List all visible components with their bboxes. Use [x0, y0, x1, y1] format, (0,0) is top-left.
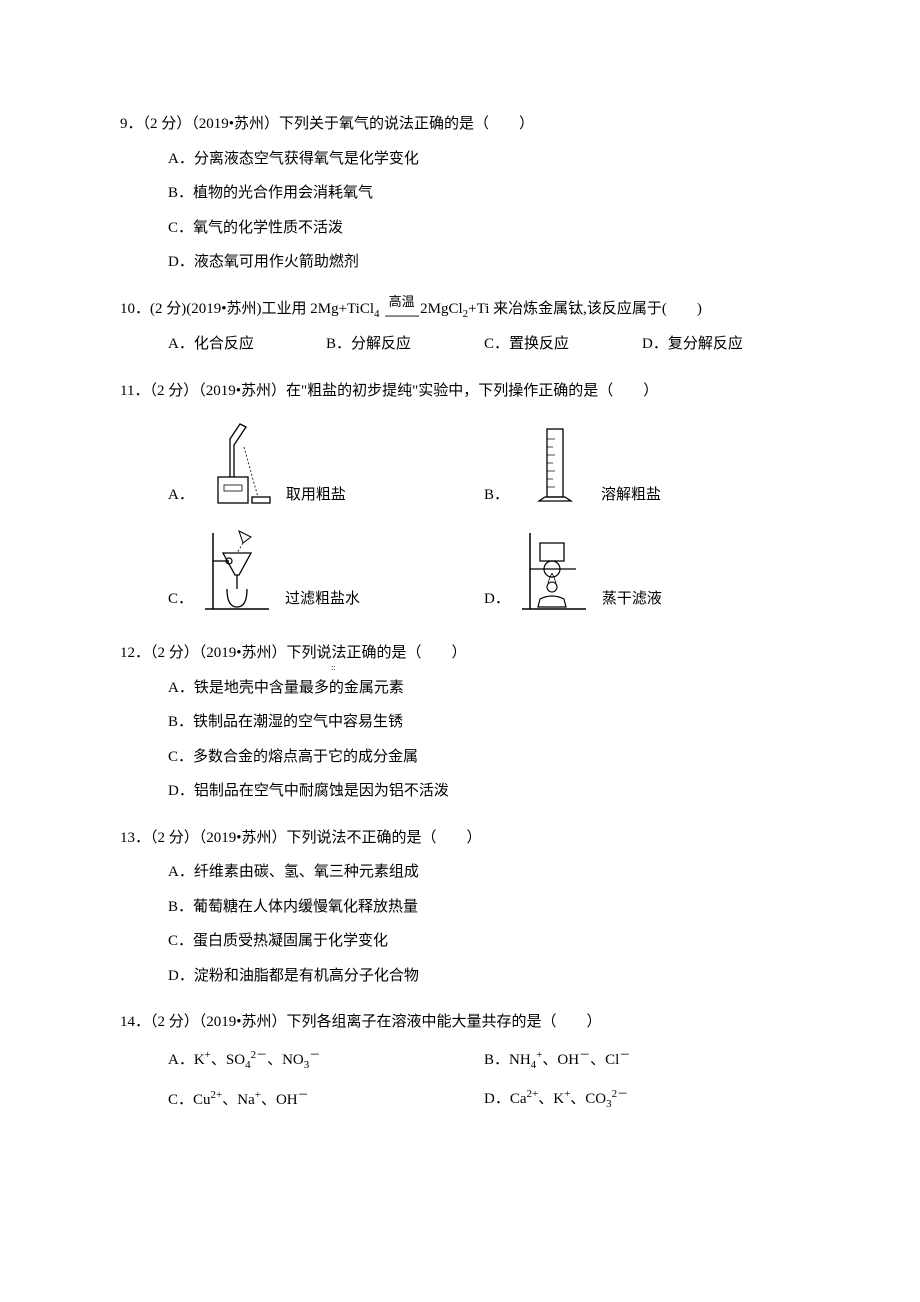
- q14-b-mid1: 、OH: [542, 1052, 579, 1068]
- evaporate-dish-icon: [516, 523, 596, 613]
- q14-c-mid2: 、OH: [261, 1092, 298, 1108]
- q13-opt-b: B．葡萄糖在人体内缓慢氧化释放热量: [168, 893, 800, 922]
- q11-options: A． 取用粗盐 B． 溶解粗盐: [120, 413, 800, 621]
- q12-stem: 12．（2 分）（2019•苏州）下列说法正确的是（ ）: [120, 639, 800, 668]
- q9-opt-a: A．分离液态空气获得氧气是化学变化: [168, 145, 800, 174]
- q14-d-sup3: 2－: [612, 1088, 629, 1100]
- q13-opt-c: C．蛋白质受热凝固属于化学变化: [168, 927, 800, 956]
- question-9: 9．（2 分）（2019•苏州）下列关于氧气的说法正确的是（ ） A．分离液态空…: [120, 110, 800, 277]
- q14-b-pre: B．NH: [484, 1052, 531, 1068]
- q9-options: A．分离液态空气获得氧气是化学变化 B．植物的光合作用会消耗氧气 C．氧气的化学…: [120, 145, 800, 277]
- q11-d-label: D．: [484, 585, 510, 614]
- q11-opt-b: B． 溶解粗盐: [484, 413, 800, 509]
- question-12: 12．（2 分）（2019•苏州）下列说法正确的是（ ） A．铁是地壳中含量最多…: [120, 639, 800, 806]
- q12-opt-a: A．铁是地壳中含量最多的金属元素: [168, 674, 800, 703]
- arrow-bot: ────: [385, 309, 418, 323]
- q14-d-mid1: 、K: [538, 1091, 564, 1107]
- question-10: 10．(2 分)(2019•苏州)工业用 2Mg+TiCl4 高温 ──── 2…: [120, 295, 800, 359]
- q11-opt-c: C． 过滤粗盐水: [168, 517, 484, 613]
- q14-options: A．K+、SO42－、NO3－ B．NH4+、OH－、Cl－ C．Cu2+、Na…: [120, 1045, 800, 1123]
- q9-opt-b: B．植物的光合作用会消耗氧气: [168, 179, 800, 208]
- q10-stem-post: +Ti 来冶炼金属钛,该反应属于( ): [468, 301, 702, 317]
- q10-sub1: 4: [374, 308, 380, 320]
- question-13: 13．（2 分）（2019•苏州）下列说法不正确的是（ ） A．纤维素由碳、氢、…: [120, 824, 800, 991]
- reaction-arrow: 高温 ────: [385, 295, 418, 324]
- q11-b-label: B．: [484, 481, 509, 510]
- q13-options: A．纤维素由碳、氢、氧三种元素组成 B．葡萄糖在人体内缓慢氧化释放热量 C．蛋白…: [120, 858, 800, 990]
- q13-opt-a: A．纤维素由碳、氢、氧三种元素组成: [168, 858, 800, 887]
- page-marker: ::: [331, 660, 335, 675]
- q14-stem: 14．（2 分）（2019•苏州）下列各组离子在溶液中能大量共存的是（ ）: [120, 1008, 800, 1037]
- question-11: 11．（2 分）（2019•苏州）在"粗盐的初步提纯"实验中，下列操作正确的是（…: [120, 377, 800, 622]
- question-14: 14．（2 分）（2019•苏州）下列各组离子在溶液中能大量共存的是（ ） A．…: [120, 1008, 800, 1122]
- q14-b-sup2: －: [579, 1049, 590, 1061]
- q14-opt-c: C．Cu2+、Na+、OH－: [168, 1084, 484, 1115]
- q10-stem-pre: 10．(2 分)(2019•苏州)工业用 2Mg+TiCl: [120, 301, 374, 317]
- q14-opt-d: D．Ca2+、K+、CO32－: [484, 1084, 800, 1115]
- q9-opt-d: D．液态氧可用作火箭助燃剂: [168, 248, 800, 277]
- q14-opt-a: A．K+、SO42－、NO3－: [168, 1045, 484, 1076]
- graduated-cylinder-icon: [515, 419, 595, 509]
- q10-stem-mid: 2MgCl: [420, 301, 463, 317]
- q13-stem: 13．（2 分）（2019•苏州）下列说法不正确的是（ ）: [120, 824, 800, 853]
- q10-options: A．化合反应 B．分解反应 C．置换反应 D．复分解反应: [120, 330, 800, 359]
- q11-stem: 11．（2 分）（2019•苏州）在"粗盐的初步提纯"实验中，下列操作正确的是（…: [120, 377, 800, 406]
- q14-a-mid2: 、NO: [267, 1052, 304, 1068]
- q14-c-pre: C．Cu: [168, 1092, 211, 1108]
- q14-b-sup3: －: [619, 1049, 630, 1061]
- q14-d-pre: D．Ca: [484, 1091, 527, 1107]
- q11-c-label: C．: [168, 585, 193, 614]
- q9-opt-c: C．氧气的化学性质不活泼: [168, 214, 800, 243]
- q14-b-mid2: 、Cl: [590, 1052, 619, 1068]
- q14-d-sup1: 2+: [527, 1088, 539, 1100]
- q11-c-text: 过滤粗盐水: [285, 585, 360, 614]
- q14-a-mid1: 、SO: [211, 1052, 245, 1068]
- q9-stem: 9．（2 分）（2019•苏州）下列关于氧气的说法正确的是（ ）: [120, 110, 800, 139]
- q12-options: A．铁是地壳中含量最多的金属元素 B．铁制品在潮湿的空气中容易生锈 C．多数合金…: [120, 674, 800, 806]
- q10-opt-b: B．分解反应: [326, 330, 484, 359]
- q13-opt-d: D．淀粉和油脂都是有机高分子化合物: [168, 962, 800, 991]
- q11-b-text: 溶解粗盐: [601, 481, 661, 510]
- q11-a-text: 取用粗盐: [286, 481, 346, 510]
- q14-a-sup3: －: [309, 1049, 320, 1061]
- q11-opt-d: D． 蒸干滤液: [484, 517, 800, 613]
- q10-opt-c: C．置换反应: [484, 330, 642, 359]
- q12-opt-b: B．铁制品在潮湿的空气中容易生锈: [168, 708, 800, 737]
- q12-opt-d: D．铝制品在空气中耐腐蚀是因为铝不活泼: [168, 777, 800, 806]
- q12-opt-c: C．多数合金的熔点高于它的成分金属: [168, 743, 800, 772]
- q14-c-mid1: 、Na: [222, 1092, 255, 1108]
- q10-opt-d: D．复分解反应: [642, 330, 800, 359]
- q10-opt-a: A．化合反应: [168, 330, 326, 359]
- pouring-bottle-icon: [200, 419, 280, 509]
- q11-d-text: 蒸干滤液: [602, 585, 662, 614]
- filter-funnel-icon: [199, 523, 279, 613]
- arrow-top: 高温: [387, 295, 417, 309]
- q14-a-sup2: 2－: [251, 1049, 268, 1061]
- q14-c-sup3: －: [298, 1089, 309, 1101]
- q11-a-label: A．: [168, 481, 194, 510]
- q10-stem: 10．(2 分)(2019•苏州)工业用 2Mg+TiCl4 高温 ──── 2…: [120, 295, 800, 325]
- q14-a-pre: A．K: [168, 1052, 205, 1068]
- q14-d-mid2: 、CO: [570, 1091, 606, 1107]
- q14-opt-b: B．NH4+、OH－、Cl－: [484, 1045, 800, 1076]
- q11-opt-a: A． 取用粗盐: [168, 413, 484, 509]
- q14-c-sup1: 2+: [211, 1089, 223, 1101]
